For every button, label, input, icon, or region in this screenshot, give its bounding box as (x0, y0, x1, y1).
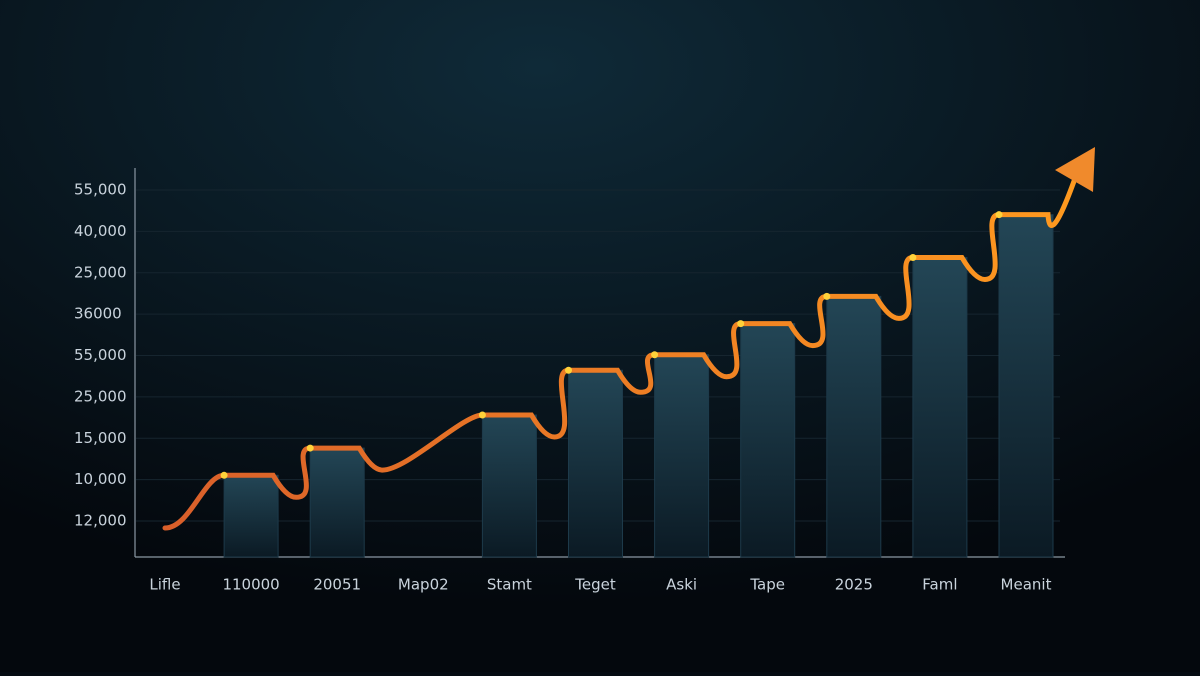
x-tick-label: 110000 (222, 576, 279, 594)
x-tick-label: Faml (922, 576, 957, 594)
y-tick-label: 10,000 (74, 470, 127, 488)
y-tick-label: 40,000 (74, 222, 127, 240)
trend-line (162, 167, 1081, 531)
marker-dot (478, 411, 486, 419)
marker-dot (823, 292, 831, 300)
bar (740, 323, 796, 558)
bar (223, 474, 279, 558)
marker-dot (220, 471, 228, 479)
bar (568, 369, 623, 558)
y-tick-label: 55,000 (74, 346, 127, 364)
marker-dot (565, 366, 572, 374)
y-tick-label: 15,000 (74, 429, 127, 447)
y-tick-label: 12,000 (74, 512, 127, 530)
bar (826, 295, 882, 558)
bar (998, 214, 1054, 558)
x-tick-label: Aski (666, 576, 697, 594)
marker-dot (909, 253, 917, 261)
x-tick-label: Tape (749, 576, 785, 594)
x-tick-label: 20051 (313, 576, 361, 594)
x-tick-label: Teget (574, 576, 616, 594)
bar (912, 256, 968, 558)
y-tick-label: 25,000 (74, 263, 127, 281)
bar (481, 414, 537, 558)
trend-arrow (1055, 147, 1095, 192)
marker-dot (306, 444, 314, 452)
x-tick-label: Map02 (398, 576, 449, 594)
x-tick-label: Lifle (149, 576, 180, 594)
marker-dot (651, 351, 659, 359)
y-tick-label: 55,000 (74, 181, 127, 199)
marker-dot (995, 211, 1003, 219)
x-tick-label: 2025 (835, 576, 873, 594)
bar (309, 447, 365, 558)
y-tick-label: 36000 (74, 305, 122, 323)
bar (654, 354, 710, 558)
marker-dot (737, 320, 745, 328)
x-tick-label: Stamt (487, 576, 532, 594)
x-tick-label: Meanit (1001, 576, 1052, 594)
y-tick-label: 25,000 (74, 387, 127, 405)
